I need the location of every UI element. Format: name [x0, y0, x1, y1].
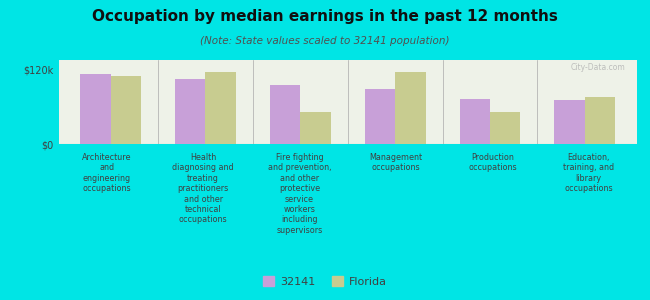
Bar: [205, 72, 236, 144]
Text: Occupation by median earnings in the past 12 months: Occupation by median earnings in the pas…: [92, 9, 558, 24]
Text: Education,
training, and
library
occupations: Education, training, and library occupat…: [564, 153, 614, 193]
Bar: [175, 79, 205, 144]
Bar: [554, 100, 585, 144]
Text: City-Data.com: City-Data.com: [571, 62, 625, 71]
Bar: [460, 99, 490, 144]
Text: Health
diagnosing and
treating
practitioners
and other
technical
occupations: Health diagnosing and treating practitio…: [172, 153, 234, 224]
Text: Fire fighting
and prevention,
and other
protective
service
workers
including
sup: Fire fighting and prevention, and other …: [268, 153, 332, 235]
Bar: [300, 112, 331, 144]
Text: Architecture
and
engineering
occupations: Architecture and engineering occupations: [82, 153, 131, 193]
Bar: [81, 74, 110, 144]
Bar: [111, 76, 141, 144]
Text: Production
occupations: Production occupations: [468, 153, 517, 172]
Legend: 32141, Florida: 32141, Florida: [259, 272, 391, 291]
Text: Management
occupations: Management occupations: [369, 153, 423, 172]
Bar: [395, 72, 426, 144]
Bar: [365, 89, 395, 144]
Text: (Note: State values scaled to 32141 population): (Note: State values scaled to 32141 popu…: [200, 36, 450, 46]
Bar: [270, 85, 300, 144]
Bar: [490, 112, 521, 144]
Bar: [585, 97, 615, 144]
